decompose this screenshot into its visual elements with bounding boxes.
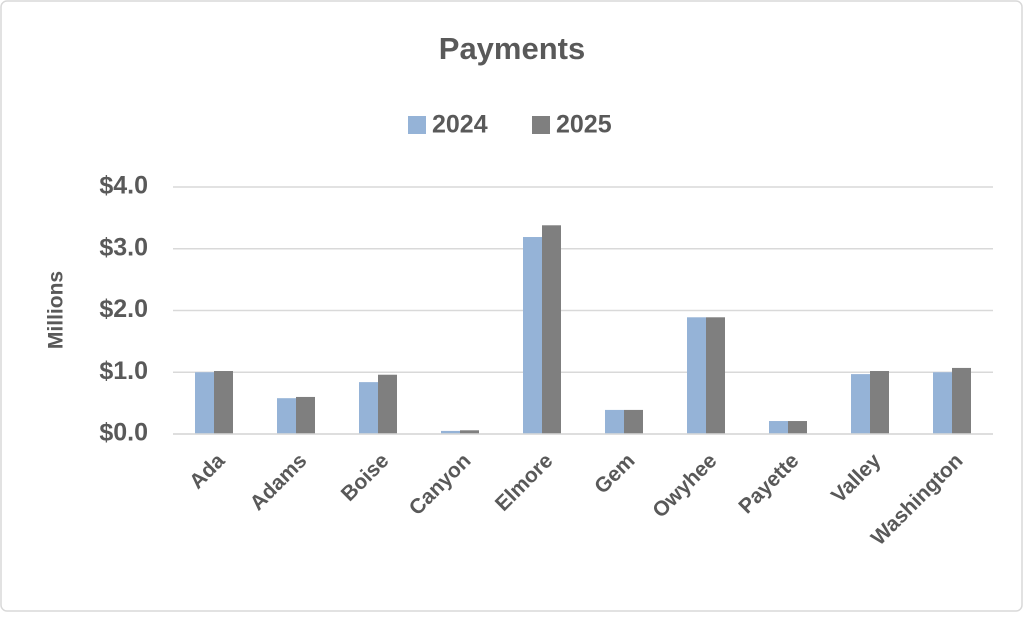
bar <box>523 237 542 434</box>
bar <box>870 371 889 434</box>
bar <box>195 372 214 434</box>
legend-label: 2024 <box>432 111 488 139</box>
bar <box>851 374 870 434</box>
bar <box>952 367 971 434</box>
bar <box>277 398 296 434</box>
bar <box>441 430 460 434</box>
y-tick-label: $4.0 <box>99 172 148 200</box>
y-tick-label: $3.0 <box>99 233 148 261</box>
bar <box>706 317 725 434</box>
legend-swatch <box>408 116 426 134</box>
bar <box>624 409 643 434</box>
legend-swatch <box>532 116 550 134</box>
y-axis-title: Millions <box>45 271 68 349</box>
bar <box>933 372 952 434</box>
bar <box>460 430 479 434</box>
y-tick-label: $1.0 <box>99 357 148 385</box>
bar <box>542 225 561 434</box>
chart-title: Payments <box>439 31 585 66</box>
bar <box>378 374 397 434</box>
bar <box>605 409 624 434</box>
bar <box>788 421 807 434</box>
legend-label: 2025 <box>556 111 612 139</box>
bar <box>687 317 706 434</box>
bar <box>214 371 233 434</box>
y-tick-label: $0.0 <box>99 419 148 447</box>
bar <box>359 382 378 434</box>
bar <box>769 421 788 434</box>
bar <box>296 396 315 434</box>
y-tick-label: $2.0 <box>99 295 148 323</box>
